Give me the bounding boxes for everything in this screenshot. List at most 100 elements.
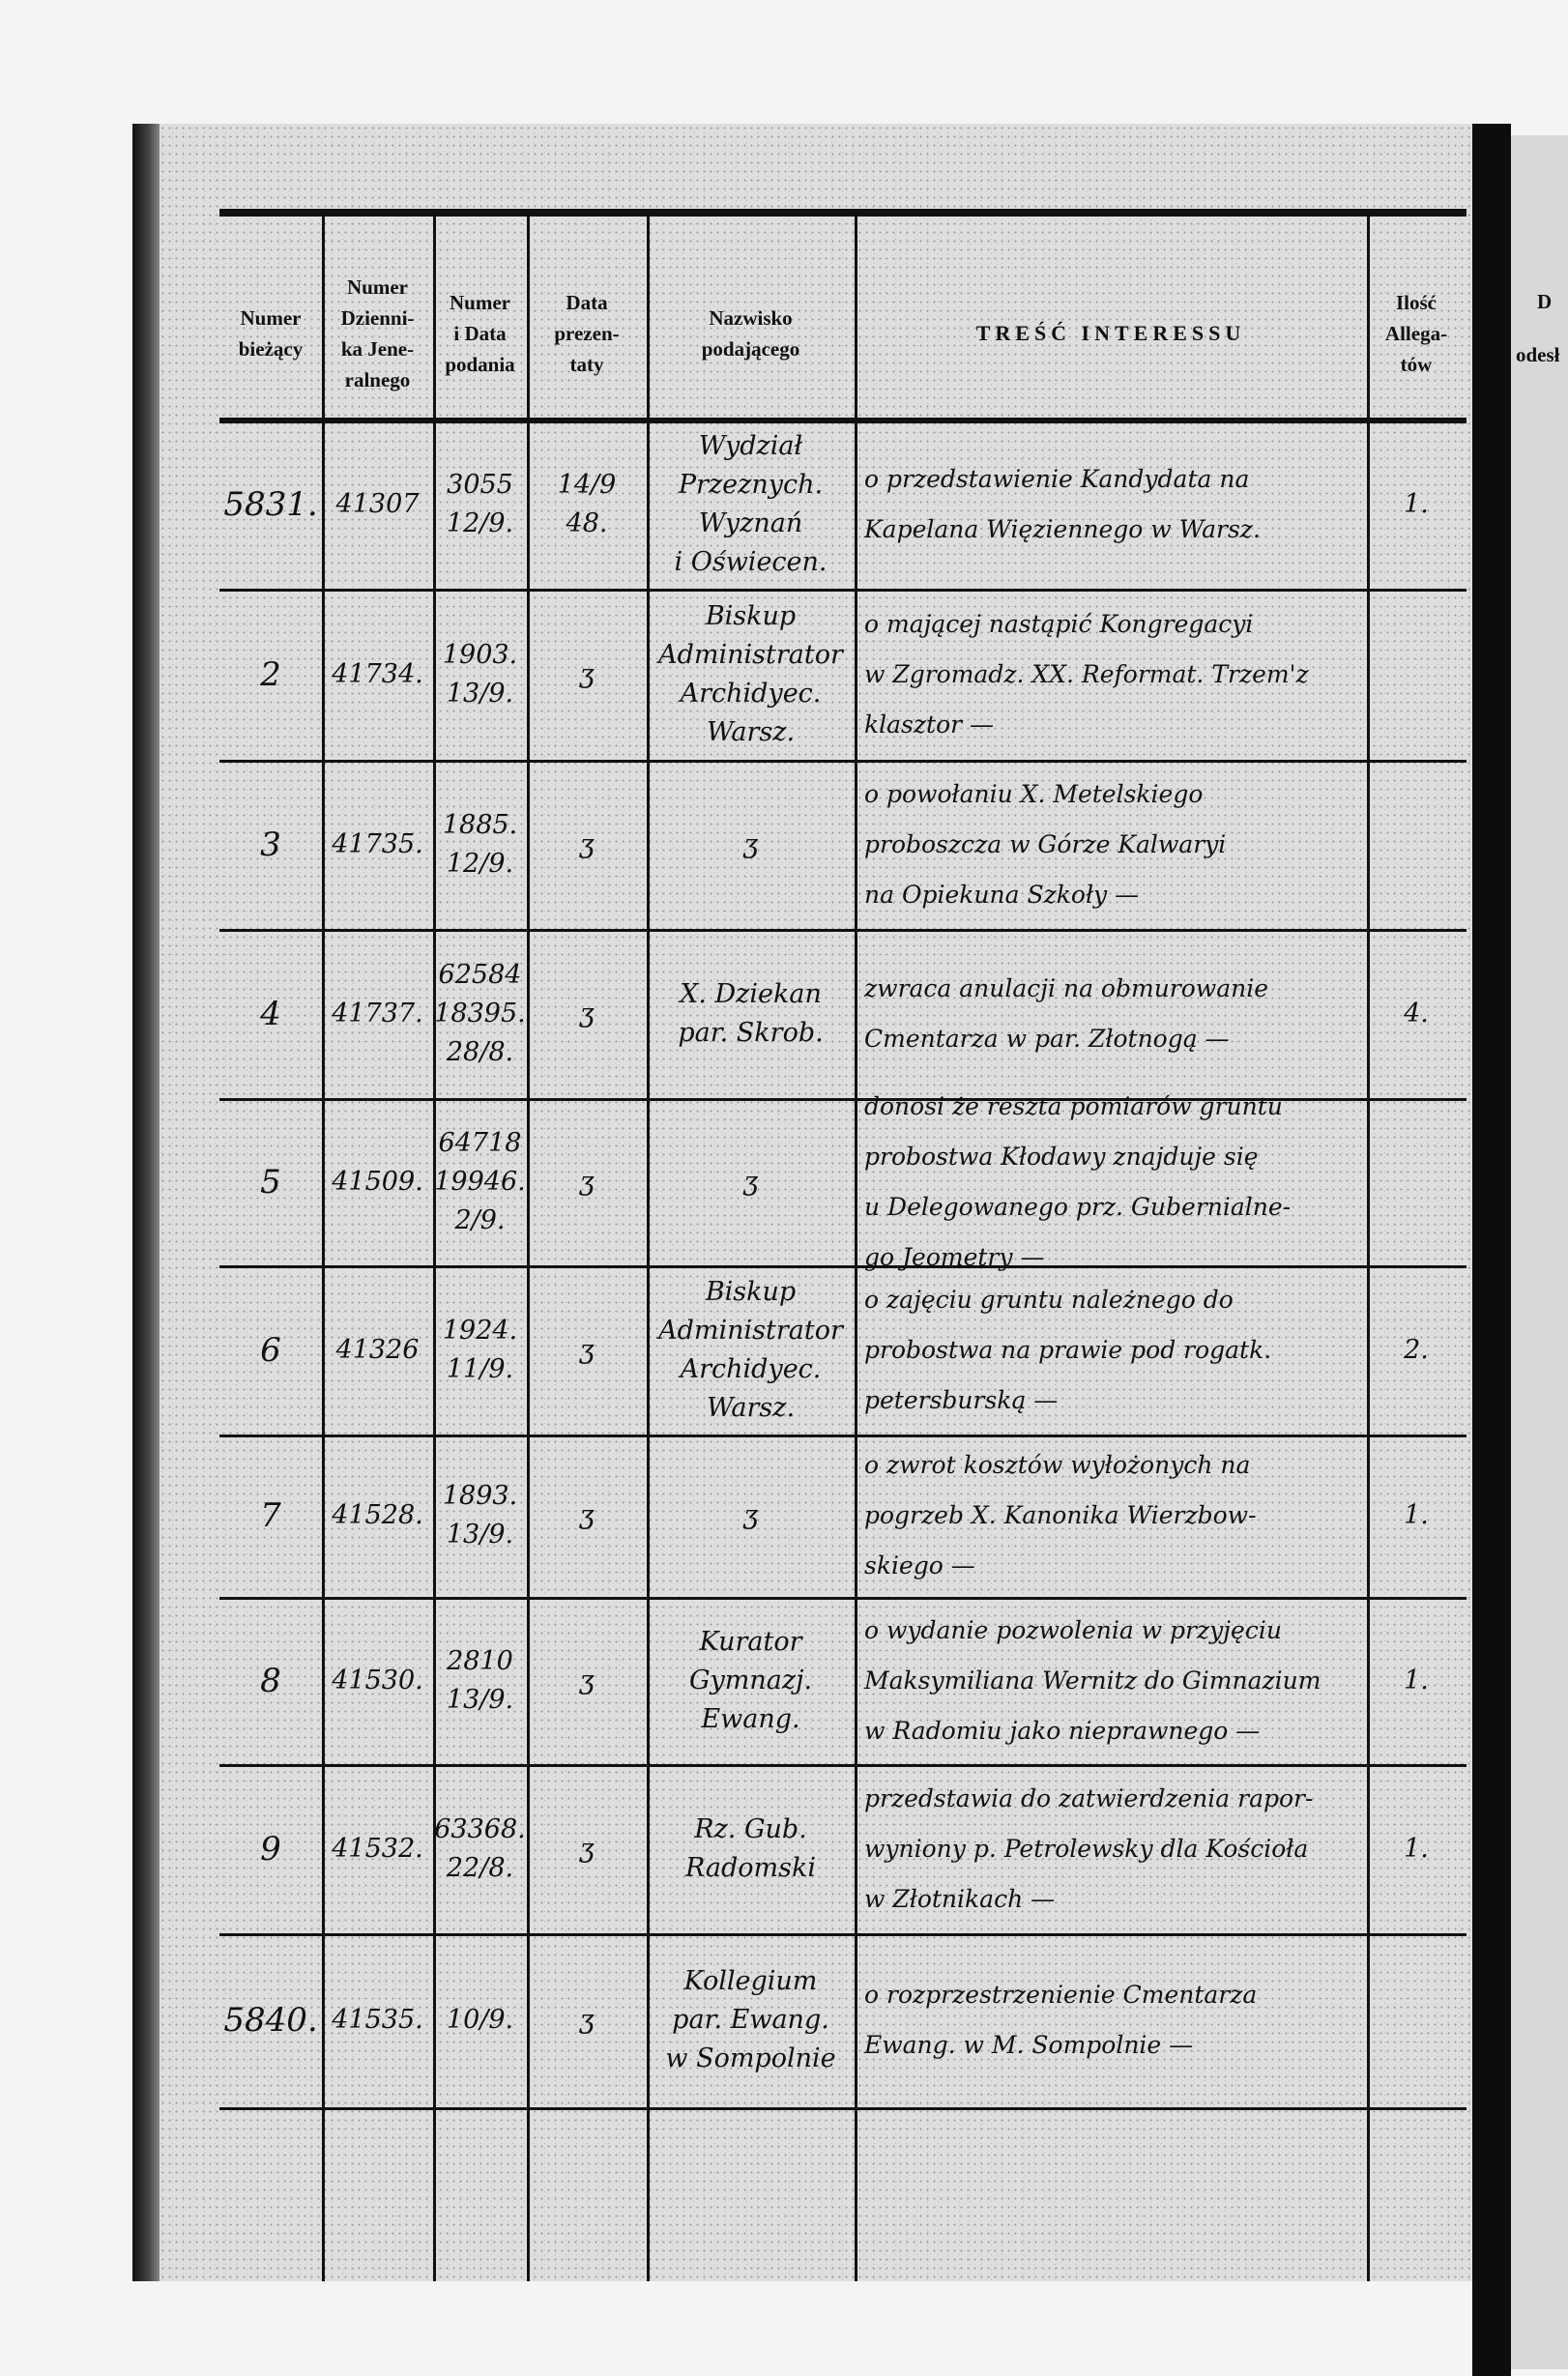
- cell-nazwisko: Kurator Gymnazj. Ewang.: [688, 1626, 813, 1734]
- cell-ilosc: 1.: [1404, 1665, 1429, 1695]
- cell-dziennik: 41528.: [332, 1500, 423, 1530]
- cell-dziennik: 41532.: [332, 1833, 423, 1864]
- cell-podanie: 1903. 13/9.: [442, 639, 518, 709]
- column-header-label: TREŚĆ INTERESSU: [975, 321, 1246, 345]
- cell-numer: 7: [260, 1496, 281, 1535]
- column-divider: [527, 217, 530, 2281]
- cell-tresc: o powołaniu X. Metelskiego proboszcza w …: [864, 779, 1227, 909]
- column-header-col-ilosc: Ilość Allega- tów: [1367, 251, 1466, 416]
- cell-nazwisko: Rz. Gub. Radomski: [684, 1813, 817, 1883]
- cell-podanie: 63368. 22/8.: [434, 1813, 526, 1883]
- cell-dziennik: 41326: [335, 1334, 420, 1365]
- column-header-col-numer-data-podania: Numer i Data podania: [433, 251, 527, 416]
- cell-prezentata: ʒ: [579, 1833, 595, 1864]
- cell-podanie: 2810 13/9.: [446, 1645, 514, 1715]
- cell-podanie: 1924. 11/9.: [442, 1315, 518, 1384]
- column-header-col-nazwisko: Nazwisko podającego: [647, 251, 855, 416]
- cell-dziennik: 41735.: [332, 828, 423, 859]
- cell-nazwisko: ʒ: [742, 1500, 759, 1530]
- header-top-rule: [219, 209, 1466, 217]
- book-binding: [132, 124, 160, 2281]
- cell-podanie: 1885. 12/9.: [442, 809, 518, 879]
- column-header-label: Numer i Data podania: [445, 291, 515, 376]
- cell-prezentata: ʒ: [579, 658, 595, 689]
- cell-dziennik: 41307: [335, 488, 420, 519]
- page-gutter: [1472, 124, 1511, 2376]
- cell-dziennik: 41509.: [332, 1166, 423, 1197]
- cell-ilosc: [1367, 1933, 1466, 2107]
- row-divider: [219, 1764, 1466, 1767]
- cell-numer: 4: [260, 994, 281, 1033]
- cell-tresc: o wydanie pozwolenia w przyjęciu Maksymi…: [864, 1615, 1321, 1745]
- column-divider: [1367, 217, 1370, 2281]
- cell-numer: 3: [260, 825, 281, 864]
- cell-numer: 5: [260, 1162, 281, 1202]
- next-page-fragment: [1511, 135, 1568, 2369]
- row-divider: [219, 1265, 1466, 1268]
- cell-prezentata: 14/9 48.: [557, 469, 617, 538]
- row-divider: [219, 589, 1466, 592]
- column-divider: [322, 217, 325, 2281]
- cell-numer: 6: [260, 1330, 281, 1370]
- cell-nazwisko: Wydział Przeznych. Wyznań i Oświecen.: [674, 430, 828, 577]
- cell-tresc: o zwrot kosztów wyłożonych na pogrzeb X.…: [864, 1451, 1257, 1579]
- row-divider: [219, 1098, 1466, 1101]
- header-bottom-rule: [219, 418, 1466, 423]
- column-header-label: Data prezen- taty: [554, 291, 620, 376]
- next-page-header-2: odesł: [1516, 343, 1560, 366]
- cell-tresc: przedstawia do zatwierdzenia rapor- wyni…: [864, 1783, 1314, 1913]
- cell-prezentata: ʒ: [579, 828, 595, 859]
- cell-nazwisko: ʒ: [742, 828, 759, 859]
- row-divider: [219, 1434, 1466, 1437]
- cell-numer: 5831.: [223, 484, 318, 524]
- cell-tresc: zwraca anulacji na obmurowanie Cmentarza…: [864, 973, 1268, 1053]
- column-divider: [433, 217, 436, 2281]
- cell-ilosc: 1.: [1404, 1500, 1429, 1530]
- cell-podanie: 62584 18395. 28/8.: [434, 959, 526, 1067]
- cell-dziennik: 41737.: [332, 998, 423, 1029]
- cell-numer: 9: [260, 1829, 281, 1869]
- cell-prezentata: ʒ: [579, 998, 595, 1029]
- cell-ilosc: 1.: [1404, 488, 1429, 519]
- row-divider: [219, 929, 1466, 932]
- cell-dziennik: 41535.: [332, 2005, 423, 2035]
- cell-prezentata: ʒ: [579, 1500, 595, 1530]
- cell-prezentata: ʒ: [579, 2005, 595, 2035]
- column-header-col-numer-biezacy: Numer bieżący: [219, 251, 322, 416]
- column-header-col-numer-dziennika: Numer Dzienni- ka Jene- ralnego: [322, 251, 433, 416]
- cell-nazwisko: X. Dziekan par. Skrob.: [678, 978, 824, 1048]
- column-header-label: Numer bieżący: [238, 306, 304, 361]
- row-divider: [219, 1597, 1466, 1600]
- cell-nazwisko: Biskup Administrator Archidyec. Warsz.: [658, 1276, 843, 1423]
- column-header-label: Numer Dzienni- ka Jene- ralnego: [340, 275, 415, 391]
- column-header-label: Ilość Allega- tów: [1384, 291, 1448, 376]
- row-divider: [219, 1933, 1466, 1936]
- cell-podanie: 3055 12/9.: [446, 469, 514, 538]
- cell-prezentata: ʒ: [579, 1665, 595, 1695]
- register-page: [132, 124, 1476, 2281]
- cell-tresc: o zajęciu gruntu należnego do probostwa …: [864, 1285, 1272, 1414]
- cell-numer: 8: [260, 1661, 281, 1700]
- cell-podanie: 10/9.: [446, 2005, 514, 2035]
- column-header-col-tresc: TREŚĆ INTERESSU: [855, 251, 1367, 416]
- cell-tresc: o mającej nastąpić Kongregacyi w Zgromad…: [864, 609, 1309, 739]
- cell-ilosc: 2.: [1404, 1334, 1429, 1365]
- cell-numer: 2: [260, 654, 281, 694]
- cell-ilosc: 4.: [1404, 998, 1429, 1029]
- column-header-col-data-prezentaty: Data prezen- taty: [527, 251, 647, 416]
- cell-dziennik: 41734.: [332, 658, 423, 689]
- cell-nazwisko: Biskup Administrator Archidyec. Warsz.: [658, 600, 843, 747]
- cell-ilosc: [1367, 760, 1466, 929]
- column-header-label: Nazwisko podającego: [701, 306, 800, 361]
- cell-numer: 5840.: [223, 2001, 318, 2040]
- cell-ilosc: [1367, 1098, 1466, 1265]
- cell-nazwisko: Kollegium par. Ewang. w Sompolnie: [665, 1966, 836, 2073]
- row-divider: [219, 2107, 1466, 2110]
- cell-nazwisko: ʒ: [742, 1166, 759, 1197]
- cell-prezentata: ʒ: [579, 1334, 595, 1365]
- column-divider: [647, 217, 650, 2281]
- cell-dziennik: 41530.: [332, 1665, 423, 1695]
- cell-ilosc: 1.: [1404, 1833, 1429, 1864]
- cell-prezentata: ʒ: [579, 1166, 595, 1197]
- cell-podanie: 64718 19946. 2/9.: [434, 1127, 526, 1235]
